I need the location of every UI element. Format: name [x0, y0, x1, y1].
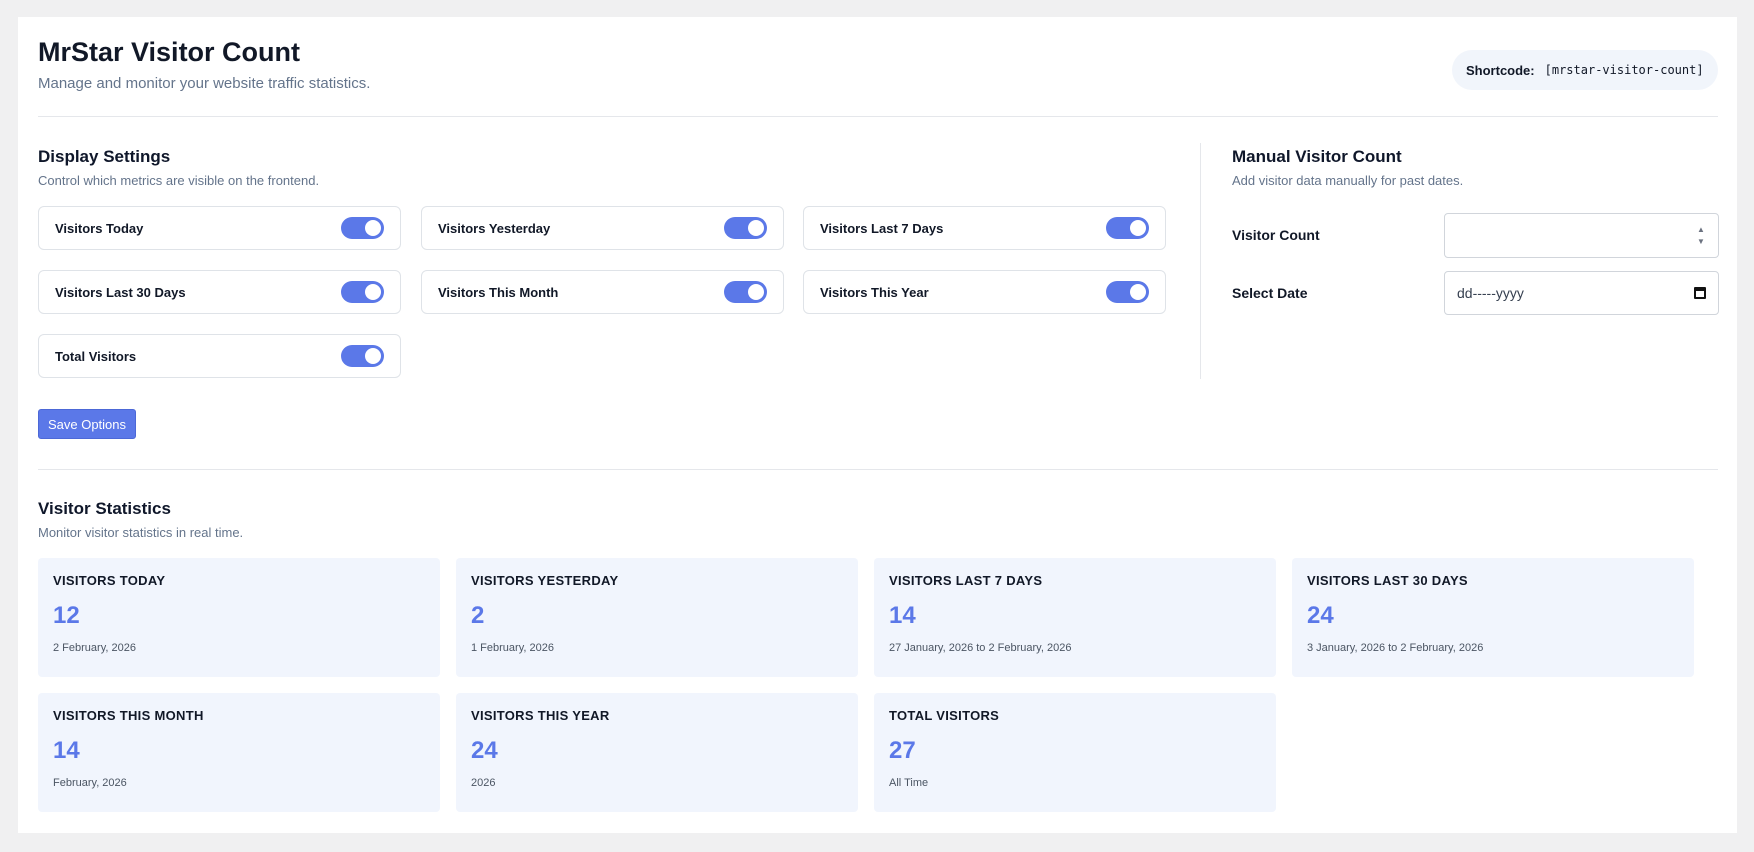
select-date-label: Select Date: [1232, 285, 1308, 301]
stat-label: VISITORS YESTERDAY: [471, 573, 619, 588]
toggle-knob: [748, 284, 764, 300]
stat-card-visitors-this-month: VISITORS THIS MONTH 14 February, 2026: [38, 693, 440, 812]
stat-card-visitors-yesterday: VISITORS YESTERDAY 2 1 February, 2026: [456, 558, 858, 677]
toggle-label: Visitors This Month: [438, 284, 559, 300]
toggle-switch-visitors-this-month[interactable]: [724, 281, 767, 303]
stat-card-visitors-last-7-days: VISITORS LAST 7 DAYS 14 27 January, 2026…: [874, 558, 1276, 677]
statistics-description: Monitor visitor statistics in real time.: [38, 525, 244, 540]
stat-value: 14: [889, 602, 916, 629]
toggle-knob: [365, 284, 381, 300]
stat-label: VISITORS THIS YEAR: [471, 708, 610, 723]
statistics-divider: [38, 469, 1718, 470]
stat-value: 24: [471, 737, 498, 764]
shortcode-value[interactable]: [mrstar-visitor-count]: [1544, 63, 1704, 77]
toggle-switch-visitors-today[interactable]: [341, 217, 384, 239]
toggle-card-visitors-last-7-days: Visitors Last 7 Days: [803, 206, 1166, 250]
stat-label: VISITORS THIS MONTH: [53, 708, 204, 723]
stat-card-visitors-last-30-days: VISITORS LAST 30 DAYS 24 3 January, 2026…: [1292, 558, 1694, 677]
column-divider: [1200, 143, 1201, 379]
toggle-knob: [1130, 220, 1146, 236]
toggle-switch-total-visitors[interactable]: [341, 345, 384, 367]
stat-date: 2026: [471, 777, 496, 789]
stat-value: 27: [889, 737, 916, 764]
stat-card-visitors-today: VISITORS TODAY 12 2 February, 2026: [38, 558, 440, 677]
manual-count-description: Add visitor data manually for past dates…: [1232, 173, 1464, 188]
toggle-switch-visitors-last-30-days[interactable]: [341, 281, 384, 303]
display-settings-title: Display Settings: [38, 147, 171, 166]
stat-label: TOTAL VISITORS: [889, 708, 1000, 723]
save-options-button[interactable]: Save Options: [38, 409, 136, 439]
toggle-label: Visitors Last 7 Days: [820, 220, 944, 236]
stat-date: February, 2026: [53, 777, 127, 789]
settings-panel: MrStar Visitor Count Manage and monitor …: [18, 17, 1737, 833]
stat-value: 14: [53, 737, 80, 764]
toggle-knob: [365, 220, 381, 236]
statistics-title: Visitor Statistics: [38, 499, 171, 518]
calendar-icon[interactable]: [1694, 287, 1706, 299]
toggle-knob: [365, 348, 381, 364]
toggle-card-total-visitors: Total Visitors: [38, 334, 401, 378]
toggle-card-visitors-this-year: Visitors This Year: [803, 270, 1166, 314]
shortcode-label: Shortcode:: [1466, 62, 1535, 78]
stat-date: 1 February, 2026: [471, 642, 554, 654]
number-spinner-icon[interactable]: ▲ ▼: [1697, 225, 1705, 246]
stat-date: 27 January, 2026 to 2 February, 2026: [889, 642, 1072, 654]
toggle-switch-visitors-this-year[interactable]: [1106, 281, 1149, 303]
visitor-count-label: Visitor Count: [1232, 227, 1320, 243]
toggle-switch-visitors-last-7-days[interactable]: [1106, 217, 1149, 239]
stat-label: VISITORS TODAY: [53, 573, 166, 588]
toggle-label: Visitors This Year: [820, 284, 929, 300]
header-divider: [38, 116, 1718, 117]
visitor-count-input[interactable]: ▲ ▼: [1444, 213, 1719, 258]
toggle-card-visitors-today: Visitors Today: [38, 206, 401, 250]
stat-card-visitors-this-year: VISITORS THIS YEAR 24 2026: [456, 693, 858, 812]
select-date-input[interactable]: dd-----yyyy: [1444, 271, 1719, 315]
stat-value: 24: [1307, 602, 1334, 629]
display-settings-description: Control which metrics are visible on the…: [38, 173, 320, 188]
stat-label: VISITORS LAST 30 DAYS: [1307, 573, 1468, 588]
stat-card-total-visitors: TOTAL VISITORS 27 All Time: [874, 693, 1276, 812]
toggle-label: Visitors Yesterday: [438, 220, 551, 236]
stat-value: 12: [53, 602, 80, 629]
toggle-label: Total Visitors: [55, 348, 137, 364]
toggle-label: Visitors Last 30 Days: [55, 284, 186, 300]
toggle-knob: [748, 220, 764, 236]
toggle-label: Visitors Today: [55, 220, 144, 236]
page-title: MrStar Visitor Count: [38, 37, 301, 67]
stat-label: VISITORS LAST 7 DAYS: [889, 573, 1043, 588]
shortcode-badge: Shortcode: [mrstar-visitor-count]: [1452, 50, 1718, 90]
page-subtitle: Manage and monitor your website traffic …: [38, 75, 371, 92]
toggle-card-visitors-last-30-days: Visitors Last 30 Days: [38, 270, 401, 314]
toggle-card-visitors-yesterday: Visitors Yesterday: [421, 206, 784, 250]
manual-count-title: Manual Visitor Count: [1232, 147, 1402, 166]
toggle-knob: [1130, 284, 1146, 300]
stat-value: 2: [471, 602, 485, 629]
stat-date: All Time: [889, 777, 929, 789]
toggle-switch-visitors-yesterday[interactable]: [724, 217, 767, 239]
date-placeholder: dd-----yyyy: [1457, 285, 1524, 301]
stat-date: 3 January, 2026 to 2 February, 2026: [1307, 642, 1484, 654]
toggle-card-visitors-this-month: Visitors This Month: [421, 270, 784, 314]
stat-date: 2 February, 2026: [53, 642, 136, 654]
